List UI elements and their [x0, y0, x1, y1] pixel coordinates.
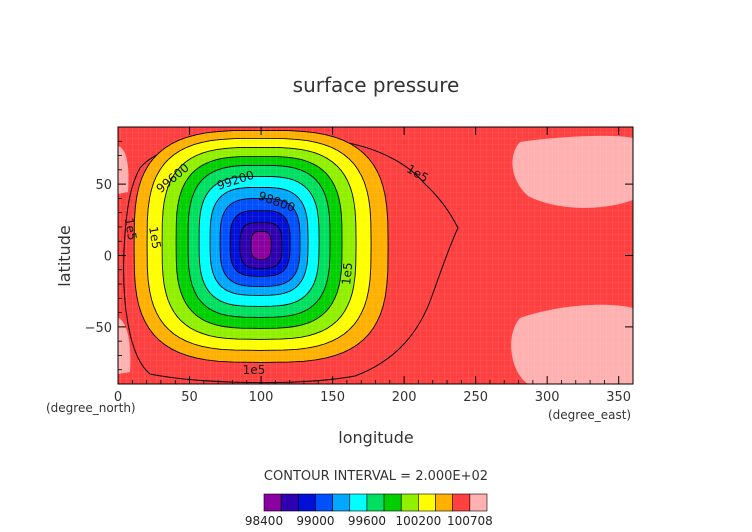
colorbar-swatch — [469, 493, 488, 512]
colorbar-swatch — [435, 493, 453, 512]
colorbar-tick-label: 100200 — [395, 514, 441, 528]
x-tick-label: 100 — [249, 390, 274, 405]
x-axis-label: longitude — [338, 428, 413, 447]
colorbar-swatch — [366, 493, 385, 512]
x-tick-label: 300 — [535, 390, 560, 405]
colorbar-swatch — [349, 493, 368, 512]
colorbar — [263, 493, 488, 512]
contour-label: 1e5 — [122, 217, 140, 242]
y-axis-label: latitude — [55, 225, 74, 286]
colorbar-swatch — [298, 493, 316, 512]
x-tick-label: 0 — [114, 390, 122, 405]
y-tick-label: 0 — [104, 250, 112, 265]
contour-label: 1e5 — [146, 225, 164, 250]
x-tick-label: 150 — [320, 390, 345, 405]
colorbar-ticks: 98400 99000 99600 100200 100708 — [245, 514, 493, 528]
colorbar-tick-label: 100708 — [447, 514, 493, 528]
contour-label: 1e5 — [243, 363, 266, 377]
colorbar-tick-label: 98400 — [245, 514, 283, 528]
x-axis: 0 50 100 150 200 250 300 350 — [114, 127, 634, 405]
colorbar-swatch — [400, 493, 419, 512]
y-tick-label: 50 — [95, 178, 112, 193]
x-tick-label: 200 — [392, 390, 417, 405]
colorbar-swatch — [383, 493, 402, 512]
y-axis: −50 0 50 — [85, 140, 633, 371]
x-unit-label: (degree_east) — [548, 408, 631, 422]
y-unit-label: (degree_north) — [46, 401, 136, 415]
colorbar-tick-label: 99000 — [296, 514, 334, 528]
colorbar-swatch — [452, 493, 471, 512]
grid-texture — [118, 127, 633, 384]
colorbar-tick-label: 99600 — [348, 514, 386, 528]
x-tick-label: 250 — [463, 390, 488, 405]
chart-title: surface pressure — [293, 73, 460, 97]
x-tick-label: 50 — [181, 390, 198, 405]
y-tick-label: −50 — [85, 321, 112, 336]
colorbar-swatch — [280, 493, 299, 512]
contour-label: 1e5 — [339, 262, 355, 286]
colorbar-swatch — [263, 493, 282, 512]
x-tick-label: 350 — [606, 390, 631, 405]
colorbar-swatch — [332, 493, 351, 512]
colorbar-swatch — [418, 493, 436, 512]
colorbar-swatch — [315, 493, 333, 512]
contour-interval-label: CONTOUR INTERVAL = 2.000E+02 — [264, 469, 488, 484]
